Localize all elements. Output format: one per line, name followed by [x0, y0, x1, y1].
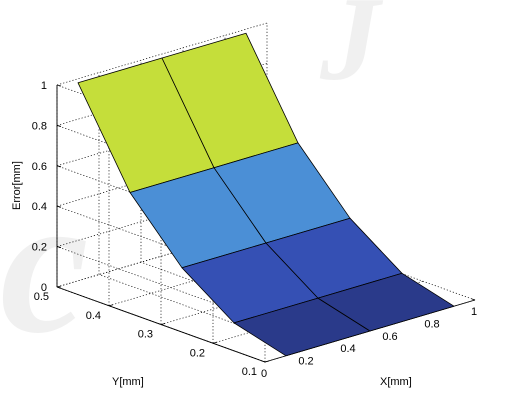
y-tick-label: 0.2 [190, 347, 205, 359]
y-tick-mark [264, 360, 270, 363]
z-tick-mark [56, 165, 62, 168]
y-axis-label: Y[mm] [112, 376, 144, 388]
y-tick-mark [160, 323, 166, 325]
x-tick-mark [261, 360, 266, 363]
x-axis-label: X[mm] [380, 376, 412, 388]
x-tick-label: 0.6 [382, 331, 397, 343]
x-tick-label: 0.4 [340, 343, 355, 355]
z-tick-mark [56, 124, 62, 127]
z-tick-mark [56, 286, 62, 289]
y-tick-label: 0.5 [34, 291, 49, 303]
grid-line [56, 22, 268, 86]
x-tick-mark [471, 298, 476, 301]
z-tick-label: 0.6 [32, 161, 47, 173]
x-tick-label: 1 [471, 306, 477, 318]
z-tick-mark [56, 205, 62, 208]
surface-patch [317, 272, 455, 332]
tick-labels: 00.20.40.60.810.10.20.30.40.500.20.40.60… [32, 80, 477, 380]
y-tick-label: 0.3 [138, 329, 153, 341]
surface [77, 32, 455, 357]
x-tick-label: 0 [261, 368, 267, 380]
y-tick-label: 0.4 [86, 310, 101, 322]
y-tick-mark [108, 304, 114, 307]
y-tick-label: 0.1 [242, 366, 257, 378]
z-tick-label: 0.8 [32, 120, 47, 132]
y-tick-mark [212, 341, 218, 344]
z-tick-label: 0.2 [32, 242, 47, 254]
z-tick-label: 0 [41, 282, 47, 294]
z-tick-mark [56, 246, 62, 249]
z-axis-label: Error[mm] [11, 161, 23, 210]
z-tick-label: 0.4 [32, 201, 47, 213]
z-tick-label: 1 [41, 80, 47, 92]
z-tick-mark [56, 84, 62, 87]
x-tick-label: 0.2 [298, 356, 313, 368]
x-tick-label: 0.8 [424, 318, 439, 330]
